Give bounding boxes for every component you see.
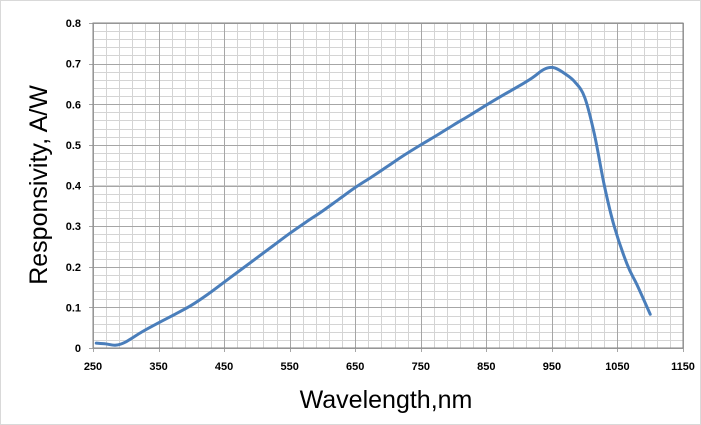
x-tick-label: 850	[477, 361, 495, 373]
series-layer	[94, 65, 652, 347]
x-tick-label: 450	[215, 361, 233, 373]
y-tick-label: 0.5	[66, 140, 81, 152]
x-tick-label: 250	[84, 361, 102, 373]
y-tick-label: 0.7	[66, 59, 81, 71]
x-tick-label: 650	[346, 361, 364, 373]
x-tick-label: 750	[412, 361, 430, 373]
x-tick-label: 950	[543, 361, 561, 373]
x-tick-labels: 250 350 450 550 650 750 850 950 1050 1150	[84, 361, 695, 373]
y-tick-label: 0.6	[66, 99, 81, 111]
x-tick-label: 350	[149, 361, 167, 373]
y-axis-title: Responsivity, A/W	[25, 85, 53, 285]
x-axis-title: Wavelength,nm	[300, 386, 473, 414]
x-tick-label: 1050	[605, 361, 629, 373]
y-tick-label: 0.4	[66, 181, 82, 193]
y-tick-label: 0.2	[66, 262, 81, 274]
y-tick-label: 0.1	[66, 302, 81, 314]
minor-grid	[93, 23, 683, 348]
y-tick-label: 0	[75, 343, 81, 355]
responsivity-series-line	[94, 65, 652, 347]
y-tick-label: 0.8	[66, 18, 81, 30]
y-tick-labels: 0 0.1 0.2 0.3 0.4 0.5 0.6 0.7 0.8	[66, 18, 82, 355]
x-tick-label: 550	[280, 361, 298, 373]
plot-area-border	[92, 22, 684, 349]
x-tick-label: 1150	[671, 361, 695, 373]
y-tick-label: 0.3	[66, 221, 81, 233]
